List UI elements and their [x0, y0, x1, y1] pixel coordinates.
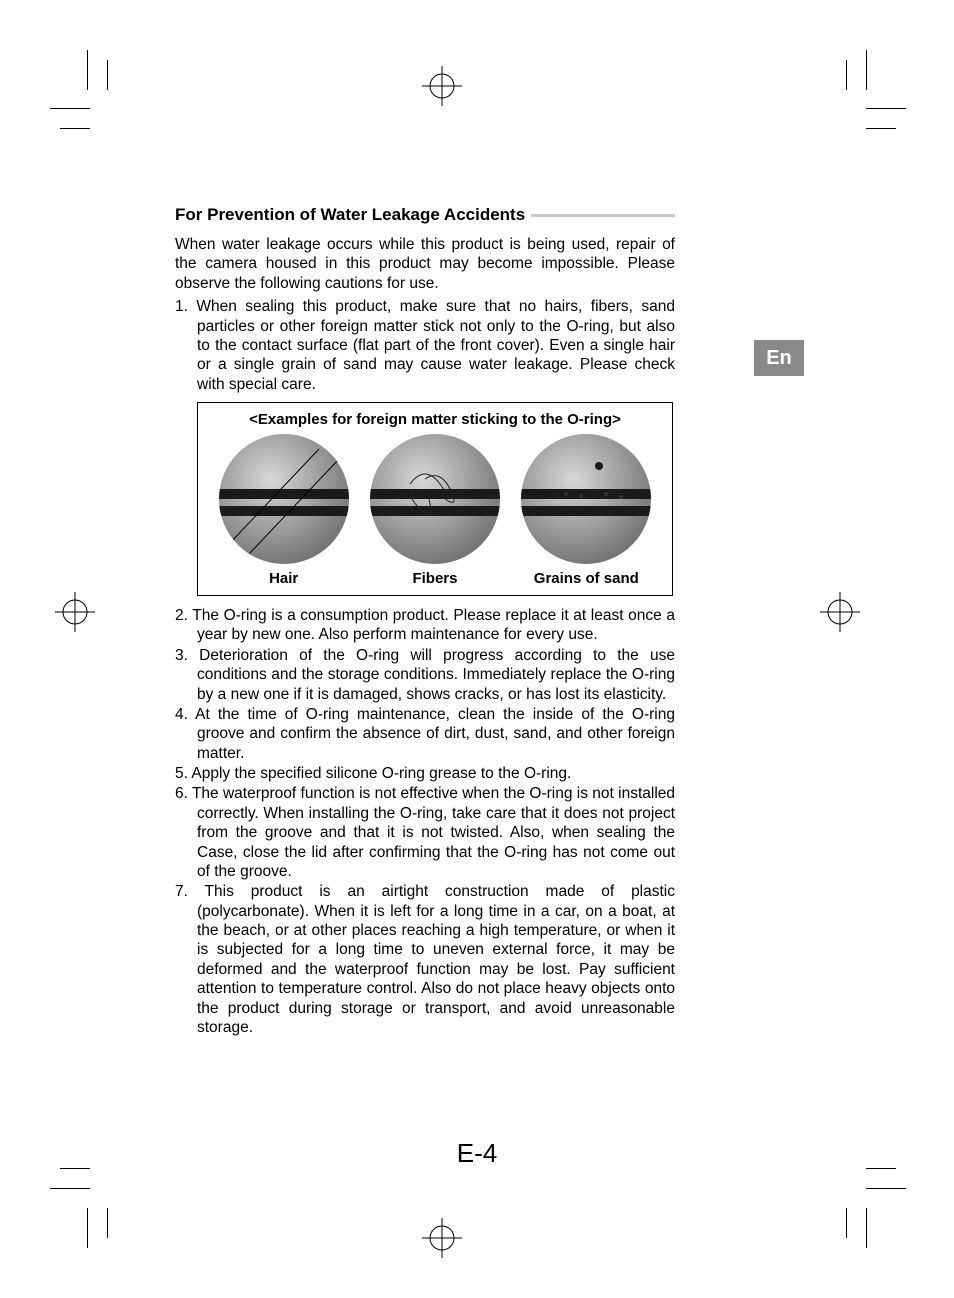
crop-mark — [846, 1208, 847, 1238]
examples-title: <Examples for foreign matter sticking to… — [208, 411, 662, 428]
example-image-sand — [521, 434, 651, 564]
intro-paragraph: When water leakage occurs while this pro… — [175, 235, 675, 293]
registration-mark-icon — [55, 592, 95, 632]
list-item: 4. At the time of O-ring maintenance, cl… — [175, 705, 675, 763]
example-image-fibers — [370, 434, 500, 564]
list-item: 5. Apply the specified silicone O-ring g… — [175, 764, 675, 783]
crop-mark — [60, 128, 90, 129]
crop-mark — [846, 60, 847, 90]
crop-mark — [50, 1188, 90, 1189]
caution-list-continued: 2. The O-ring is a consumption product. … — [175, 606, 675, 1037]
example-item-sand: Grains of sand — [511, 434, 661, 587]
registration-mark-icon — [422, 1218, 462, 1258]
list-item: 3. Deterioration of the O-ring will prog… — [175, 646, 675, 704]
crop-mark — [866, 1208, 867, 1248]
crop-mark — [50, 108, 90, 109]
example-label: Fibers — [360, 570, 510, 587]
example-label: Hair — [209, 570, 359, 587]
crop-mark — [866, 128, 896, 129]
crop-mark — [87, 1208, 88, 1248]
list-item: 6. The waterproof function is not effect… — [175, 784, 675, 881]
list-item: 7. This product is an airtight construct… — [175, 882, 675, 1037]
crop-mark — [866, 108, 906, 109]
language-tab: En — [754, 340, 804, 376]
page-content: For Prevention of Water Leakage Accident… — [175, 205, 675, 1038]
crop-mark — [87, 50, 88, 90]
list-item: 1. When sealing this product, make sure … — [175, 297, 675, 394]
crop-mark — [866, 50, 867, 90]
example-image-hair — [219, 434, 349, 564]
crop-mark — [866, 1188, 906, 1189]
crop-mark — [107, 1208, 108, 1238]
caution-list: 1. When sealing this product, make sure … — [175, 297, 675, 394]
section-title-text: For Prevention of Water Leakage Accident… — [175, 205, 525, 225]
example-label: Grains of sand — [511, 570, 661, 587]
section-heading: For Prevention of Water Leakage Accident… — [175, 205, 675, 225]
heading-rule — [531, 214, 675, 217]
registration-mark-icon — [422, 66, 462, 106]
crop-mark — [107, 60, 108, 90]
page-number: E-4 — [0, 1138, 954, 1169]
list-item: 2. The O-ring is a consumption product. … — [175, 606, 675, 645]
examples-row: Hair Fibers — [208, 434, 662, 587]
example-item-fibers: Fibers — [360, 434, 510, 587]
examples-box: <Examples for foreign matter sticking to… — [197, 402, 673, 596]
registration-mark-icon — [820, 592, 860, 632]
example-item-hair: Hair — [209, 434, 359, 587]
